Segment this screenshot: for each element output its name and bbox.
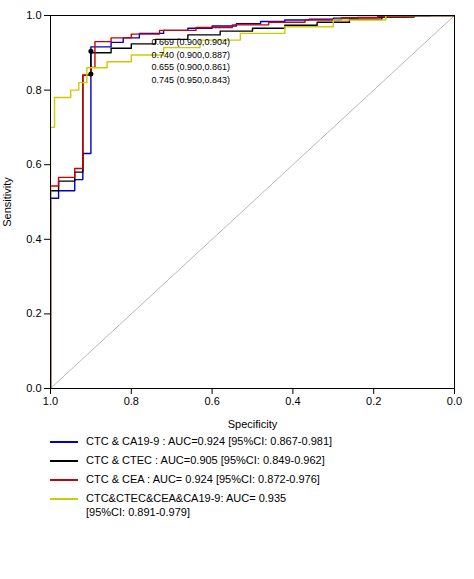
html-text:CTC & CA19-9 : AUC=0.924 [95%C: CTC & CA19-9 : AUC=0.924 [95%CI: 0.867-0… — [86, 435, 333, 447]
svg-text:0.740 (0.900,0.887): 0.740 (0.900,0.887) — [152, 50, 231, 60]
svg-text:0.0: 0.0 — [447, 395, 462, 407]
svg-text:0.669 (0.900,0.904): 0.669 (0.900,0.904) — [152, 36, 231, 46]
svg-text:0.4: 0.4 — [285, 395, 300, 407]
svg-text:1.0: 1.0 — [26, 9, 41, 21]
svg-text:0.4: 0.4 — [26, 233, 41, 245]
svg-text:0.2: 0.2 — [366, 395, 381, 407]
svg-text:1.0: 1.0 — [43, 395, 58, 407]
svg-text:0.2: 0.2 — [26, 307, 41, 319]
html-text:CTC & CTEC : AUC=0.905 [95%CI:: CTC & CTEC : AUC=0.905 [95%CI: 0.849-0.9… — [86, 454, 325, 466]
svg-text:0.6: 0.6 — [204, 395, 219, 407]
svg-text:Sensitivity: Sensitivity — [1, 177, 13, 227]
svg-text:0.8: 0.8 — [26, 84, 41, 96]
svg-text:0.655 (0.900,0.861): 0.655 (0.900,0.861) — [152, 62, 231, 72]
html-text:CTC & CEA : AUC= 0.924 [95%CI:: CTC & CEA : AUC= 0.924 [95%CI: 0.872-0.9… — [86, 473, 320, 485]
svg-text:0.745 (0.950,0.843): 0.745 (0.950,0.843) — [152, 75, 231, 85]
svg-text:0.0: 0.0 — [26, 382, 41, 394]
svg-text:Specificity: Specificity — [228, 418, 278, 430]
svg-text:0.8: 0.8 — [124, 395, 139, 407]
html-text:CTC&CTEC&CEA&CA19-9: AUC= 0.93: CTC&CTEC&CEA&CA19-9: AUC= 0.935 [95%CI: … — [86, 492, 287, 518]
svg-text:0.6: 0.6 — [26, 158, 41, 170]
